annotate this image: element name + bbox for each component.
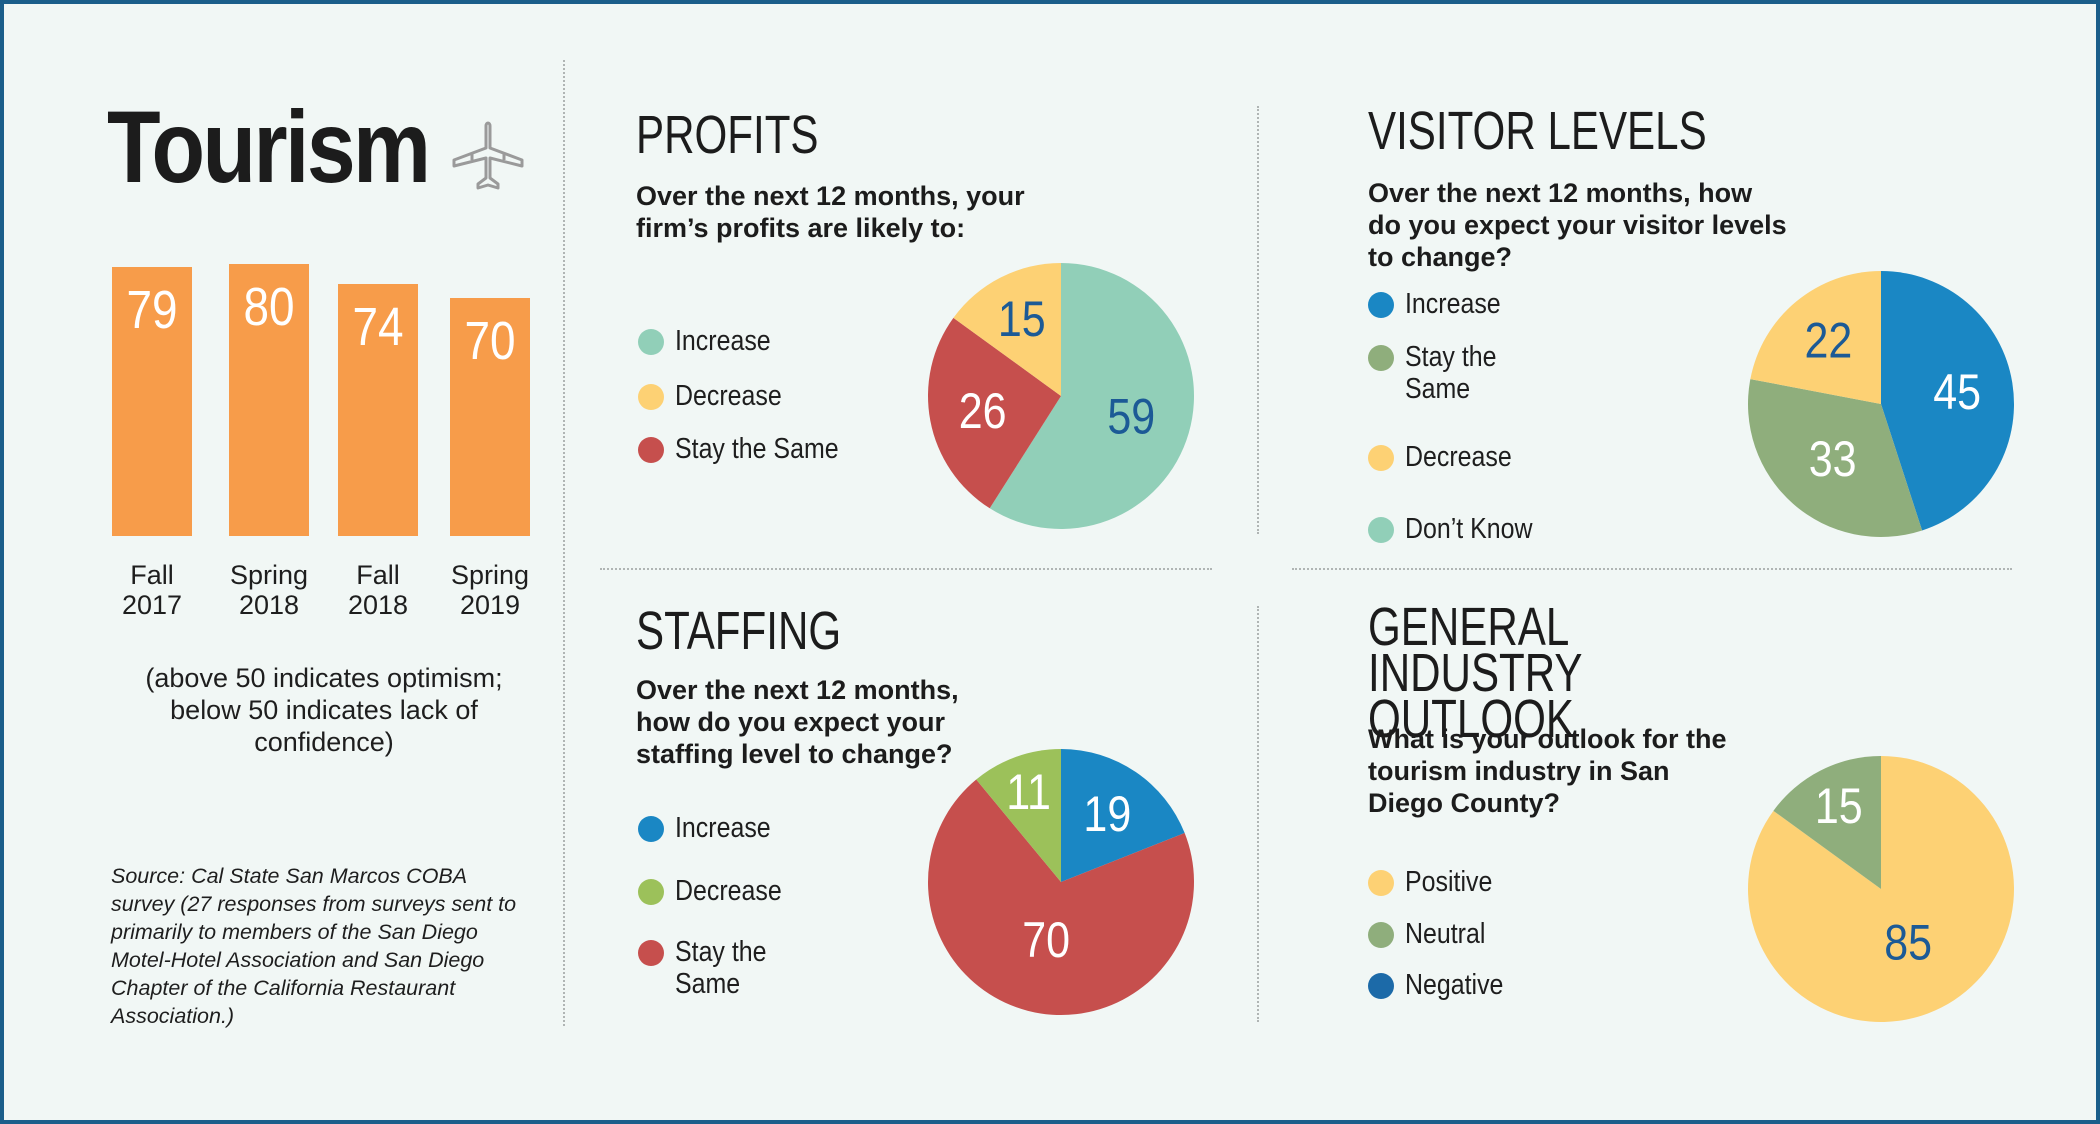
pie-slice — [928, 317, 1061, 509]
visitor-levels-title: VISITOR LEVELS — [1368, 101, 1707, 161]
legend-label: Stay the Same — [675, 433, 839, 465]
tourism-bar-chart: 79 Fall 2017 80 Spring 2018 74 Fall 2018 70 Spr… — [4, 4, 564, 644]
bar: 79 — [112, 267, 192, 536]
divider-h-right — [1292, 568, 2012, 570]
outlook-question: What is your outlook for the tourism ind… — [1368, 724, 1727, 818]
profits-title: PROFITS — [636, 105, 819, 165]
tourism-source: Source: Cal State San Marcos COBA survey… — [111, 864, 517, 1028]
legend-label: Increase — [675, 325, 771, 357]
pie-slice — [1773, 756, 1881, 889]
tourism-title: Tourism — [107, 90, 431, 204]
legend-swatch — [1368, 345, 1394, 371]
divider-mid-top — [1257, 106, 1259, 534]
legend-swatch — [638, 940, 664, 966]
divider-left — [563, 60, 565, 1026]
legend-label: Negative — [1405, 969, 1504, 1001]
legend-label: Increase — [675, 812, 771, 844]
pie-slice — [1061, 749, 1185, 882]
bar: 74 — [338, 284, 418, 536]
bar-value-label: 70 — [464, 311, 516, 371]
legend-label: Stay the Same — [1405, 341, 1497, 405]
pie-value-label: 19 — [1083, 786, 1131, 842]
divider-h-left — [600, 568, 1212, 570]
legend-swatch — [638, 816, 664, 842]
pie-value-label: 22 — [1805, 312, 1853, 368]
legend-item: Don’t Know — [1368, 513, 1668, 577]
visitor-levels-pie: 45 33 22 — [1748, 271, 2014, 537]
legend-swatch — [1368, 517, 1394, 543]
bar-value-label: 80 — [243, 277, 295, 337]
bar-category-label: Fall 2018 — [347, 560, 409, 620]
pie-value-label: 85 — [1884, 914, 1932, 970]
legend-label: Stay the Same — [675, 936, 767, 1000]
pie-value-label: 11 — [1006, 764, 1051, 820]
pie-slice — [1881, 271, 2014, 531]
legend-item: Increase — [638, 325, 938, 389]
legend-swatch — [1368, 445, 1394, 471]
pie-value-label: 15 — [1815, 778, 1863, 834]
legend-swatch — [638, 384, 664, 410]
outlook-legend: Positive Neutral Negative — [1368, 866, 1668, 1020]
legend-swatch — [1368, 870, 1394, 896]
legend-label: Increase — [1405, 288, 1501, 320]
bar: 70 — [450, 298, 530, 536]
legend-swatch — [1368, 292, 1394, 318]
legend-item: Negative — [1368, 969, 1668, 1033]
bar-category-label: Fall 2017 — [121, 560, 183, 620]
infographic: Tourism 79 Fall 2017 80 Spring 2018 74 Fall 2… — [4, 4, 2096, 1120]
legend-swatch — [638, 437, 664, 463]
pie-value-label: 45 — [1933, 364, 1981, 420]
profits-legend: Increase Decrease Stay the Same — [638, 325, 938, 479]
bar-value-label: 79 — [126, 280, 178, 341]
visitor-levels-legend: Increase Stay the Same Decrease Don’t Know — [1368, 288, 1668, 545]
staffing-legend: Increase Decrease Stay the Same — [638, 812, 898, 1016]
pie-value-label: 70 — [1022, 912, 1070, 968]
profits-question: Over the next 12 months, your firm’s pro… — [636, 181, 1025, 243]
legend-item: Stay the Same — [1368, 341, 1668, 405]
pie-slice — [989, 263, 1194, 529]
legend-item: Decrease — [1368, 441, 1668, 505]
legend-label: Neutral — [1405, 918, 1486, 950]
pie-value-label: 33 — [1809, 431, 1857, 487]
legend-item: Decrease — [638, 380, 938, 444]
legend-label: Decrease — [1405, 441, 1512, 473]
pie-slice — [1750, 271, 1881, 404]
bar-category-label: Spring 2018 — [229, 560, 309, 620]
pie-value-label: 26 — [959, 383, 1007, 439]
staffing-question: Over the next 12 months, how do you expe… — [636, 675, 959, 769]
legend-label: Positive — [1405, 866, 1493, 898]
legend-swatch — [1368, 922, 1394, 948]
legend-swatch — [638, 879, 664, 905]
pie-slice — [928, 779, 1194, 1015]
profits-pie: 59 26 15 — [928, 263, 1194, 529]
divider-mid-bottom — [1257, 606, 1259, 1022]
bar: 80 — [229, 264, 309, 536]
outlook-pie: 85 15 — [1748, 756, 2014, 1022]
airplane-icon — [452, 121, 524, 190]
legend-label: Don’t Know — [1405, 513, 1533, 545]
legend-item: Increase — [1368, 288, 1668, 352]
legend-item: Stay the Same — [638, 433, 938, 497]
tourism-note: (above 50 indicates optimism; below 50 i… — [145, 663, 503, 757]
visitor-levels-question: Over the next 12 months, how do you expe… — [1368, 178, 1787, 272]
pie-slice — [953, 263, 1061, 396]
legend-swatch — [1368, 973, 1394, 999]
pie-value-label: 15 — [998, 291, 1046, 347]
pie-value-label: 59 — [1107, 388, 1155, 444]
legend-item: Increase — [638, 812, 898, 876]
legend-swatch — [638, 329, 664, 355]
staffing-pie: 19 70 11 — [928, 749, 1194, 1015]
legend-label: Decrease — [675, 380, 782, 412]
bar-value-label: 74 — [352, 297, 404, 358]
pie-slice — [1748, 379, 1923, 537]
legend-item: Neutral — [1368, 918, 1668, 982]
pie-slice — [976, 749, 1061, 882]
legend-label: Decrease — [675, 875, 782, 907]
outlook-title: GENERAL INDUSTRY OUTLOOK — [1368, 597, 1582, 749]
staffing-title: STAFFING — [636, 601, 842, 661]
legend-item: Positive — [1368, 866, 1668, 930]
legend-item: Decrease — [638, 875, 898, 939]
bar-category-label: Spring 2019 — [450, 560, 530, 620]
legend-item: Stay the Same — [638, 936, 898, 1000]
